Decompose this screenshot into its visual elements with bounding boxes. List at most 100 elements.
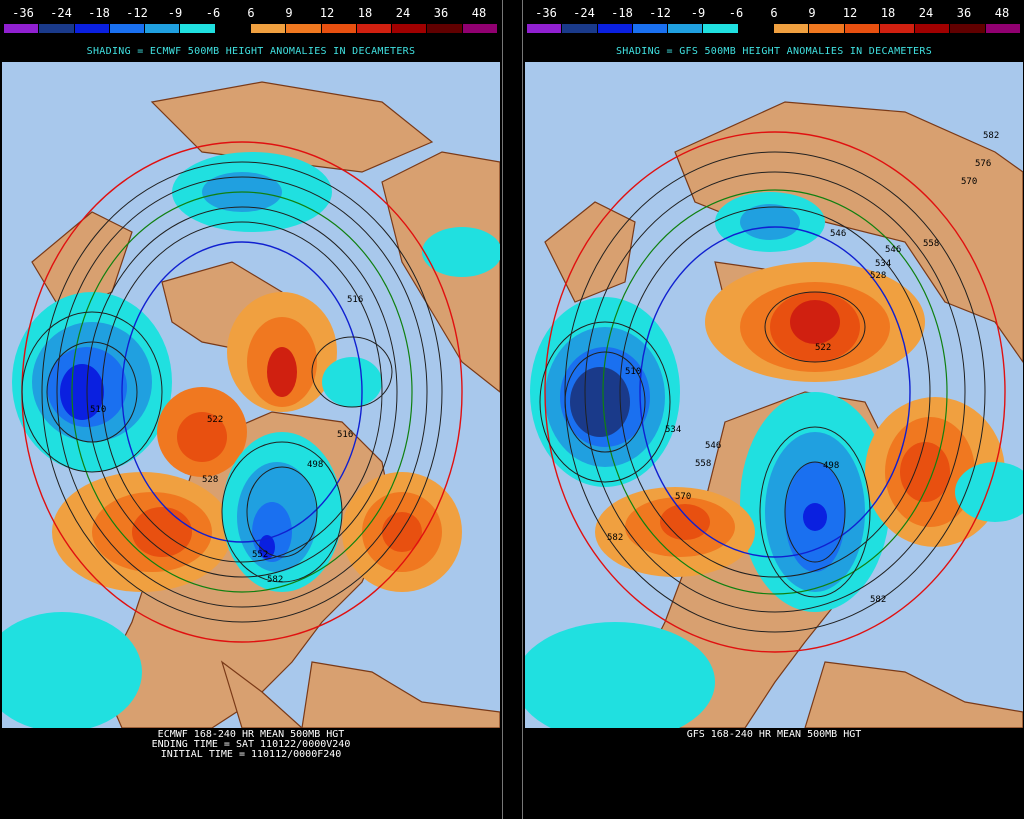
gfs-map: 582 576 570 558 546 546 534 528 522 510 … (525, 62, 1023, 728)
legend-label: 6 (770, 6, 778, 20)
legend-swatch (39, 24, 75, 33)
legend-label: -12 (649, 6, 671, 20)
footer-line: ECMWF 168-240 HR MEAN 500MB HGT (157, 729, 345, 740)
contour-label: 498 (307, 460, 323, 470)
height-contours (21, 141, 463, 643)
legend-swatch (773, 24, 810, 33)
legend-label: 9 (808, 6, 816, 20)
contour-label: 522 (207, 415, 223, 425)
legend-swatch (632, 24, 669, 33)
legend-swatch (527, 24, 563, 33)
contour-label: 546 (705, 441, 721, 451)
legend-swatch (915, 24, 951, 33)
contour-label: 528 (870, 271, 886, 281)
footer-line: ENDING TIME = SAT 110122/0000V240 (151, 739, 351, 750)
legend-label: 48 (471, 6, 487, 20)
contour-label: 534 (875, 259, 891, 269)
legend-label: -24 (573, 6, 595, 20)
shading-title: SHADING = GFS 500MB HEIGHT ANOMALIES IN … (615, 46, 933, 57)
contour-label: 516 (337, 430, 353, 440)
legend-label: 12 (842, 6, 858, 20)
legend-labels: -36 -24 -18 -12 -9 -6 6 9 12 18 24 36 48 (4, 6, 498, 22)
legend-swatch (109, 24, 146, 33)
contour-labels: 510 516 522 528 552 582 516 498 (90, 295, 363, 585)
height-contours (539, 131, 1006, 653)
ecmwf-panel: -36 -24 -18 -12 -9 -6 6 9 12 18 24 36 48… (0, 0, 503, 819)
contour-label: 498 (823, 461, 839, 471)
gfs-footer: GFS 168-240 HR MEAN 500MB HGT (523, 730, 1024, 740)
legend-swatch (809, 24, 845, 33)
legend-swatch (738, 24, 774, 33)
legend-label: -12 (126, 6, 148, 20)
contour-label: 582 (607, 533, 623, 543)
legend-swatch (597, 24, 633, 33)
legend-swatch (879, 24, 916, 33)
footer-line: INITIAL TIME = 110112/0000F240 (160, 749, 342, 760)
contour-label: 510 (90, 405, 106, 415)
legend-label: 6 (247, 6, 255, 20)
legend-label: -24 (50, 6, 72, 20)
anomaly-shading (2, 152, 500, 728)
shading-title: SHADING = ECMWF 500MB HEIGHT ANOMALIES I… (86, 46, 416, 57)
contour-label: 534 (665, 425, 681, 435)
legend-swatch (392, 24, 428, 33)
legend-swatch (462, 24, 498, 33)
legend-swatch (950, 24, 986, 33)
legend-label: -18 (611, 6, 633, 20)
contour-label: 516 (347, 295, 363, 305)
contour-label: 510 (625, 367, 641, 377)
gfs-panel: -36 -24 -18 -12 -9 -6 6 9 12 18 24 36 48… (522, 0, 1024, 819)
legend-swatch (4, 24, 40, 33)
contour-label: 558 (923, 239, 939, 249)
legend-swatch (286, 24, 322, 33)
legend-label: 18 (880, 6, 896, 20)
legend-label: -36 (535, 6, 557, 20)
legend-label: 12 (319, 6, 335, 20)
legend-swatch (668, 24, 704, 33)
legend-label: -18 (88, 6, 110, 20)
legend-swatch (250, 24, 287, 33)
contour-label: 558 (695, 459, 711, 469)
contour-label: 582 (870, 595, 886, 605)
legend-swatch (180, 24, 216, 33)
contour-label: 582 (983, 131, 999, 141)
contour-label: 570 (675, 492, 691, 502)
legend-swatch (562, 24, 598, 33)
legend-swatch (321, 24, 357, 33)
legend-swatch (985, 24, 1021, 33)
ecmwf-footer: ECMWF 168-240 HR MEAN 500MB HGT ENDING T… (0, 730, 502, 760)
contour-label: 522 (815, 343, 831, 353)
legend-label: -9 (690, 6, 706, 20)
legend-swatch (356, 24, 393, 33)
legend-label: -6 (205, 6, 221, 20)
contour-label: 570 (961, 177, 977, 187)
legend-label: 24 (395, 6, 411, 20)
legend-swatch (215, 24, 251, 33)
legend-swatch (74, 24, 110, 33)
legend-label: 36 (433, 6, 449, 20)
contour-labels: 582 576 570 558 546 546 534 528 522 510 … (607, 131, 999, 605)
legend-label: 24 (918, 6, 934, 20)
legend-color-bar (4, 24, 498, 33)
legend-swatch (703, 24, 739, 33)
legend-label: 48 (994, 6, 1010, 20)
legend-swatch (427, 24, 463, 33)
legend-swatch (145, 24, 181, 33)
footer-line: GFS 168-240 HR MEAN 500MB HGT (686, 729, 862, 740)
legend-label: -9 (167, 6, 183, 20)
legend-labels: -36 -24 -18 -12 -9 -6 6 9 12 18 24 36 48 (527, 6, 1021, 22)
legend-label: 18 (357, 6, 373, 20)
panel-gap (503, 0, 521, 819)
contour-label: 546 (830, 229, 846, 239)
contour-label: 552 (252, 550, 268, 560)
contour-label: 582 (267, 575, 283, 585)
ecmwf-map: 510 516 522 528 552 582 516 498 (2, 62, 500, 728)
contour-label: 576 (975, 159, 991, 169)
contour-label: 546 (885, 245, 901, 255)
legend-color-bar (527, 24, 1021, 33)
contour-label: 528 (202, 475, 218, 485)
legend-label: 36 (956, 6, 972, 20)
anomaly-shading (525, 192, 1023, 728)
legend-label: -36 (12, 6, 34, 20)
legend-label: -6 (728, 6, 744, 20)
